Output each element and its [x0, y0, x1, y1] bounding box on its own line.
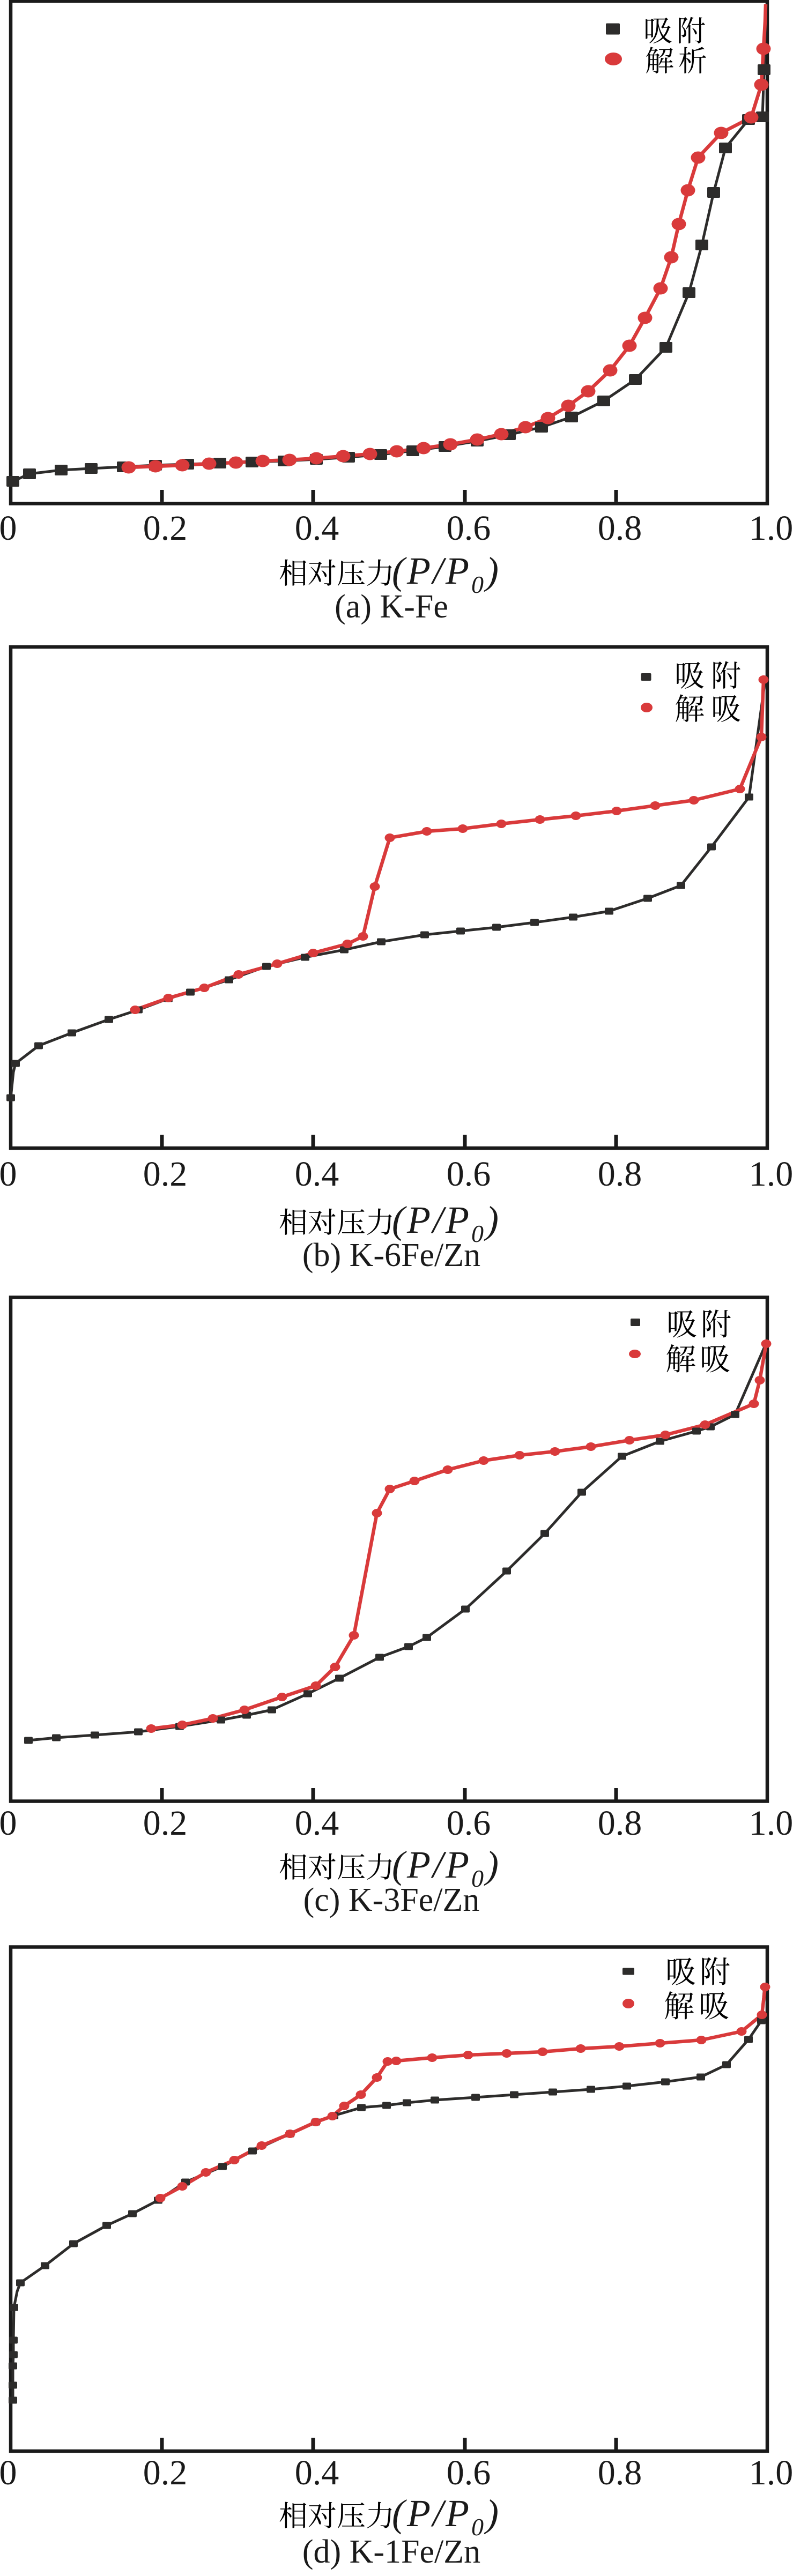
svg-text:(c) K-3Fe/Zn: (c) K-3Fe/Zn	[303, 1882, 480, 1918]
svg-text:00.20.40.60.81.0: 0 0.2 0.4 0.6 0.8 1.0	[0, 1804, 793, 1843]
svg-text:(P/P0): (P/P0)	[392, 549, 501, 598]
svg-text:00.20.40.60.81.0: 0 0.2 0.4 0.6 0.8 1.0	[0, 2453, 793, 2492]
svg-text:(b) K-6Fe/Zn: (b) K-6Fe/Zn	[302, 1237, 480, 1274]
svg-text:00.20.40.60.81.0: 0 0.2 0.4 0.6 0.8 1.0	[0, 509, 793, 548]
svg-text:00.20.40.60.81.0: 0 0.2 0.4 0.6 0.8 1.0	[0, 1155, 793, 1194]
svg-text:(d) K-1Fe/Zn: (d) K-1Fe/Zn	[302, 2534, 480, 2570]
svg-text:(a) K-Fe: (a) K-Fe	[335, 589, 448, 625]
